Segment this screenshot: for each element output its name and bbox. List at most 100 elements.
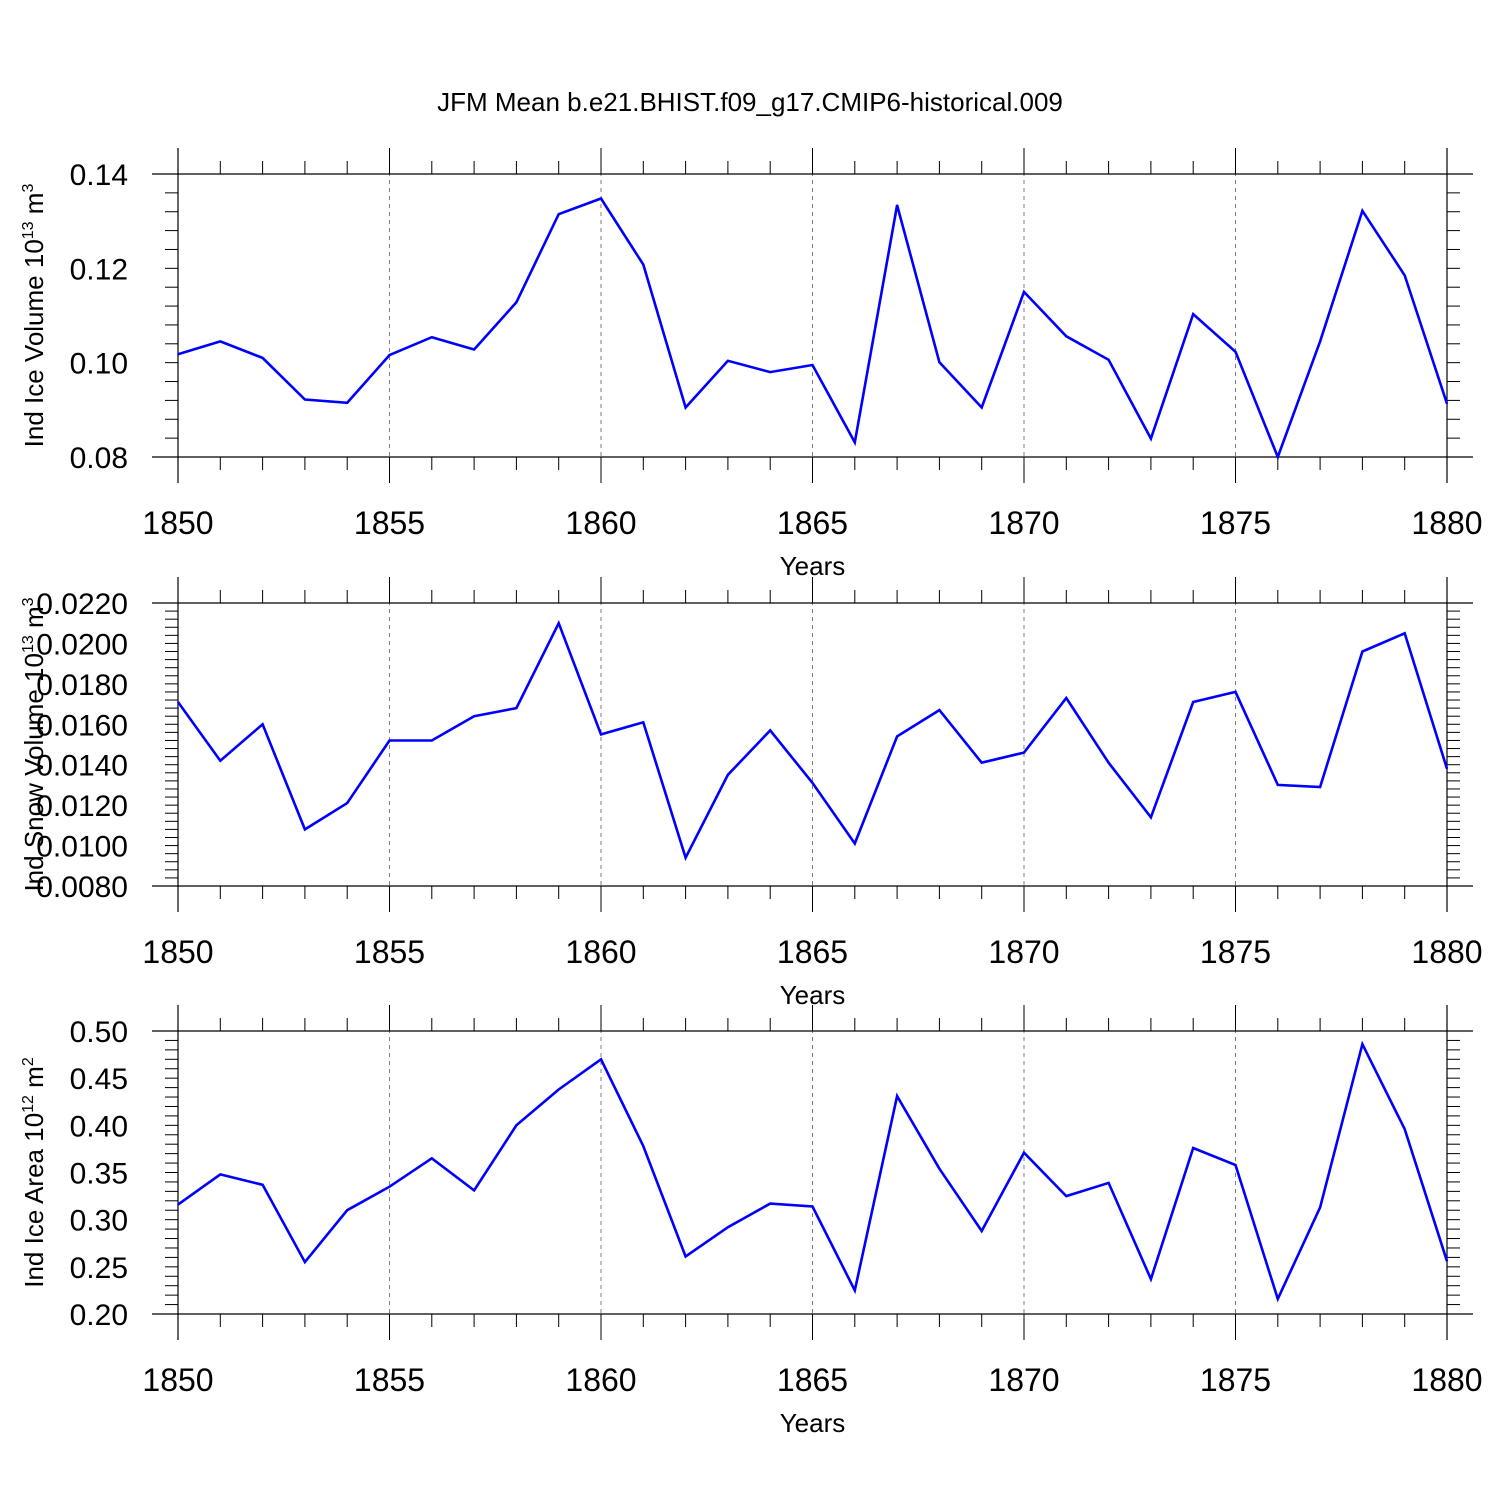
x-tick-label: 1855 bbox=[354, 1362, 425, 1398]
y-axis-label-part: Ind Ice Volume 10 bbox=[19, 239, 49, 447]
data-point bbox=[1023, 751, 1025, 754]
y-tick-label: 0.0180 bbox=[36, 669, 128, 702]
data-point bbox=[557, 1088, 560, 1091]
y-tick-label: 0.0200 bbox=[36, 628, 128, 661]
data-point bbox=[1403, 1128, 1406, 1130]
y-axis-label-part: Ind Snow Volume 10 bbox=[19, 653, 49, 892]
data-point bbox=[1234, 1164, 1237, 1166]
data-point bbox=[1403, 274, 1406, 277]
data-point bbox=[980, 761, 983, 764]
y-axis-label: Ind Ice Area 1012 m2 bbox=[19, 1057, 49, 1288]
data-point bbox=[515, 707, 518, 709]
chart-panel-middle: 0.0080 0.0100 0.0120 0.0140 0.0160 0.0180 0.02… bbox=[19, 577, 1483, 1010]
data-point bbox=[177, 701, 179, 703]
data-point bbox=[642, 721, 645, 724]
data-point bbox=[1319, 1206, 1321, 1209]
x-tick-label: 1880 bbox=[1411, 934, 1482, 970]
y-axis-label-part: m bbox=[19, 1066, 49, 1095]
y-tick-label: 0.10 bbox=[70, 348, 128, 381]
data-point bbox=[1065, 335, 1068, 338]
data-point bbox=[642, 263, 645, 266]
data-point bbox=[431, 1157, 433, 1160]
y-tick-label: 0.25 bbox=[70, 1252, 128, 1285]
chart-title: JFM Mean b.e21.BHIST.f09_g17.CMIP6-histo… bbox=[437, 87, 1063, 117]
data-point bbox=[1192, 1147, 1194, 1149]
data-point bbox=[177, 1203, 179, 1206]
y-tick-label: 0.08 bbox=[70, 442, 128, 475]
data-point bbox=[1150, 1278, 1152, 1280]
x-tick-label: 1860 bbox=[565, 1362, 636, 1398]
series-line bbox=[177, 1040, 1449, 1303]
data-point bbox=[261, 1183, 264, 1186]
data-point bbox=[769, 1202, 771, 1205]
data-point bbox=[1446, 402, 1448, 405]
data-point bbox=[1446, 767, 1448, 770]
data-point bbox=[600, 733, 602, 736]
data-point bbox=[304, 828, 306, 831]
y-tick-label: 0.50 bbox=[70, 1016, 128, 1049]
data-point bbox=[684, 406, 687, 409]
data-point bbox=[261, 357, 264, 359]
data-point bbox=[727, 359, 729, 362]
y-tick-label: 0.30 bbox=[70, 1205, 128, 1238]
data-point bbox=[1277, 1298, 1279, 1300]
y-tick-label: 0.45 bbox=[70, 1063, 128, 1096]
y-axis-label: Ind Snow Volume 1013 m3 bbox=[19, 597, 49, 891]
data-point bbox=[642, 1145, 645, 1147]
chart-panel-top: 0.08 0.10 0.12 0.14 1850 1855 1860 1865 1870 1875… bbox=[19, 148, 1483, 581]
y-axis-label-part: 3 bbox=[20, 184, 37, 193]
y-axis-label-part: 12 bbox=[20, 1095, 37, 1113]
x-tick-label: 1870 bbox=[988, 1362, 1059, 1398]
data-point bbox=[600, 197, 602, 200]
data-point bbox=[854, 842, 856, 845]
data-point bbox=[1361, 1043, 1364, 1046]
data-point bbox=[557, 213, 560, 215]
y-axis-label-part: m bbox=[19, 193, 49, 222]
y-tick-label: 0.35 bbox=[70, 1158, 128, 1191]
y-tick-label: 0.0080 bbox=[36, 871, 128, 904]
y-axis-label: Ind Ice Volume 1013 m3 bbox=[19, 184, 49, 448]
data-point bbox=[1065, 697, 1068, 699]
data-point bbox=[1023, 1151, 1025, 1154]
data-point bbox=[388, 1185, 391, 1188]
data-point bbox=[1107, 761, 1110, 764]
x-tick-label: 1850 bbox=[142, 505, 213, 541]
x-tick-label: 1875 bbox=[1200, 505, 1271, 541]
data-point bbox=[1234, 691, 1237, 693]
data-point bbox=[388, 739, 391, 742]
data-point bbox=[219, 1173, 222, 1176]
data-point bbox=[1446, 1260, 1448, 1262]
data-point bbox=[727, 774, 729, 776]
data-point bbox=[938, 1167, 941, 1170]
data-point bbox=[1277, 456, 1279, 458]
y-tick-label: 0.12 bbox=[70, 253, 128, 286]
data-point bbox=[1107, 359, 1110, 361]
data-point bbox=[811, 364, 814, 366]
x-tick-label: 1875 bbox=[1200, 934, 1271, 970]
data-point bbox=[896, 204, 898, 206]
y-tick-label: 0.0100 bbox=[36, 831, 128, 864]
data-point bbox=[177, 353, 179, 355]
data-point bbox=[219, 759, 222, 762]
data-point bbox=[346, 802, 349, 804]
x-tick-label: 1855 bbox=[354, 505, 425, 541]
data-point bbox=[1150, 816, 1152, 819]
data-point bbox=[304, 398, 306, 401]
data-point bbox=[727, 1226, 729, 1229]
y-tick-label: 0.40 bbox=[70, 1110, 128, 1143]
x-tick-label: 1880 bbox=[1411, 1362, 1482, 1398]
x-tick-label: 1870 bbox=[988, 934, 1059, 970]
y-tick-label: 0.0220 bbox=[36, 588, 128, 621]
x-tick-label: 1860 bbox=[565, 934, 636, 970]
data-point bbox=[1234, 351, 1237, 353]
data-point bbox=[557, 622, 560, 625]
data-point bbox=[1319, 340, 1321, 343]
x-tick-label: 1850 bbox=[142, 934, 213, 970]
y-axis-label-part: 3 bbox=[20, 597, 37, 606]
data-point bbox=[980, 406, 983, 409]
data-point bbox=[1065, 1195, 1068, 1197]
data-point bbox=[600, 1058, 602, 1061]
x-tick-label: 1865 bbox=[777, 1362, 848, 1398]
data-point bbox=[938, 709, 941, 711]
data-point bbox=[1277, 784, 1279, 786]
